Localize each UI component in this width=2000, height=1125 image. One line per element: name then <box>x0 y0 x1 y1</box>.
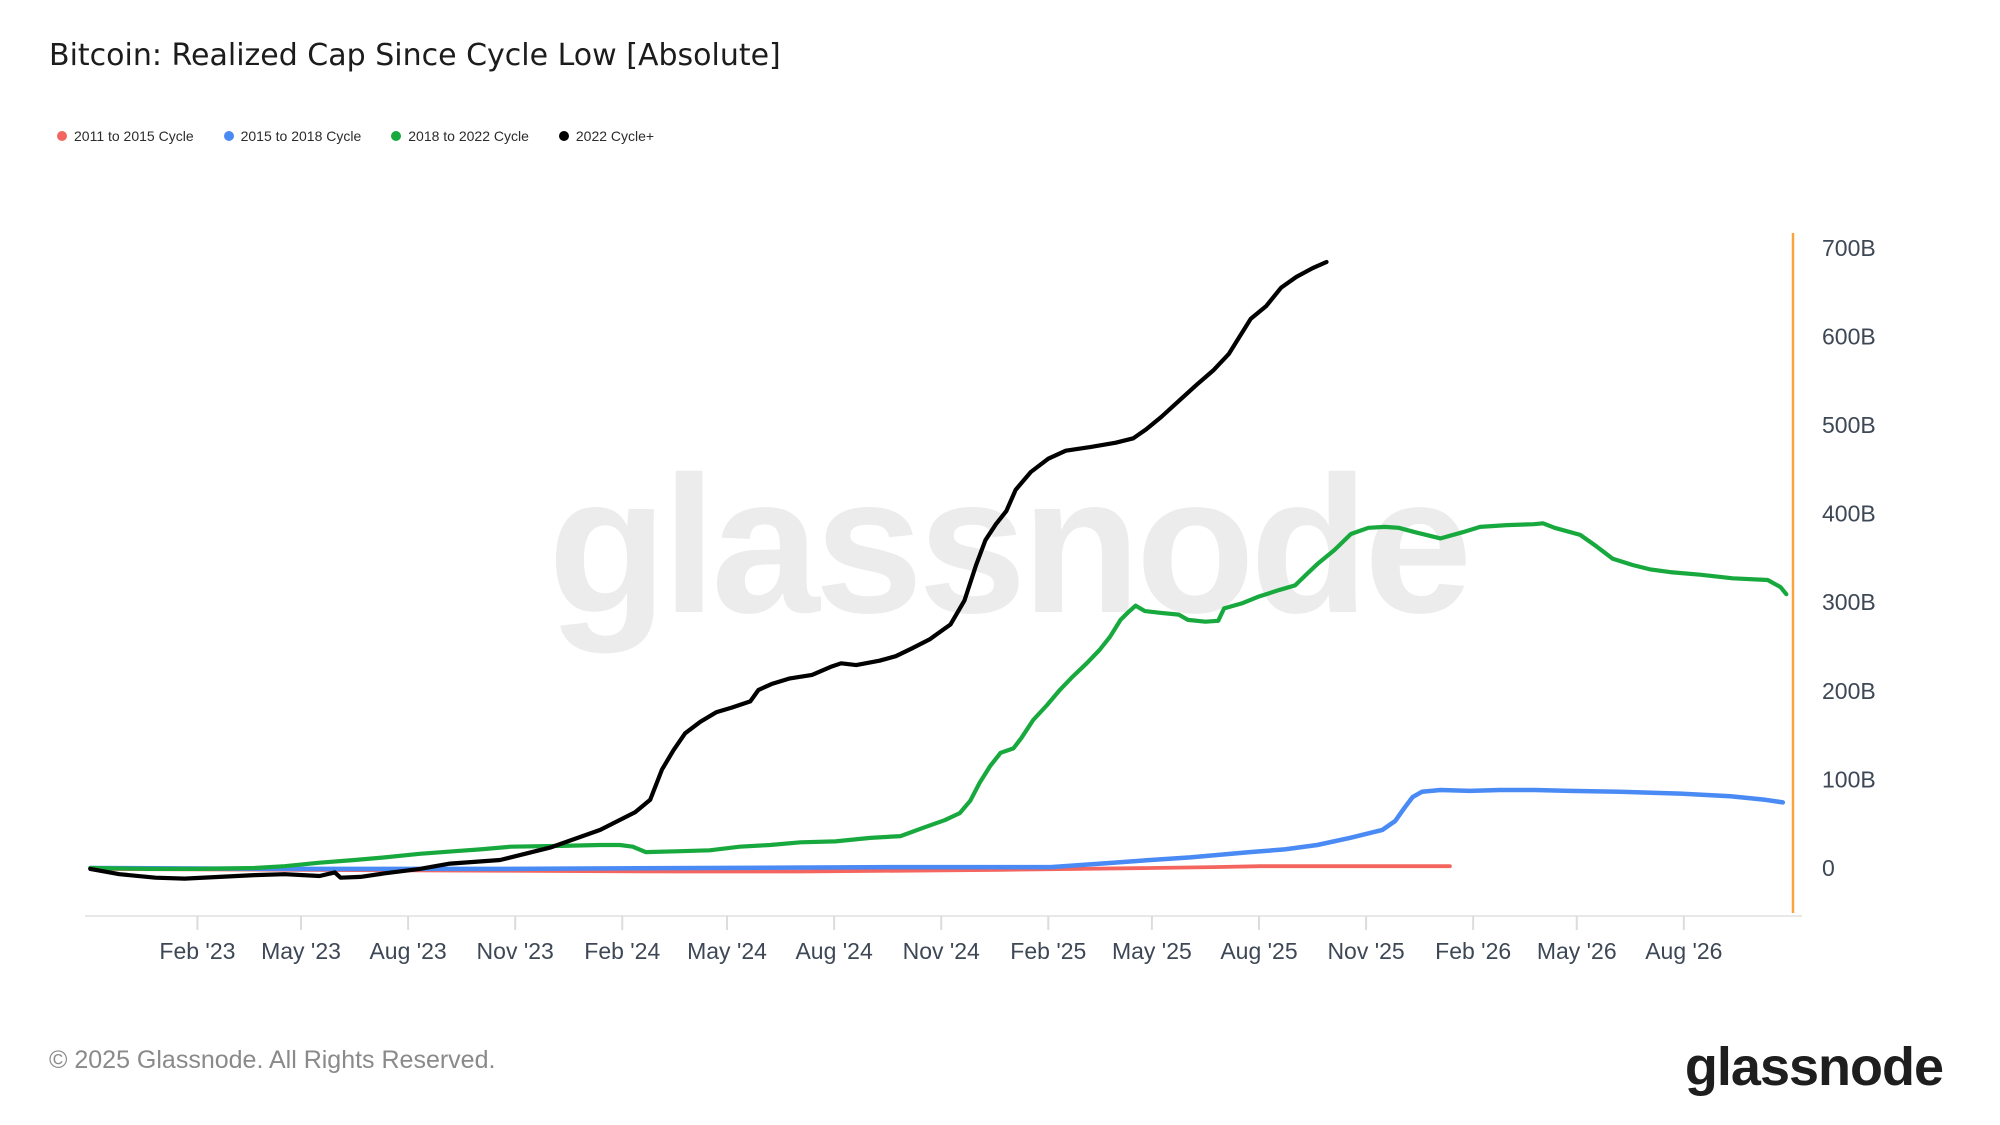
y-tick-label: 400B <box>1822 501 1876 527</box>
x-tick-label: Aug '24 <box>795 938 872 964</box>
x-tick-label: May '24 <box>687 938 767 964</box>
x-tick-label: Aug '26 <box>1645 938 1722 964</box>
legend-dot-icon <box>391 131 402 141</box>
page-title: Bitcoin: Realized Cap Since Cycle Low [A… <box>49 38 781 73</box>
glassnode-logo: glassnode <box>1684 1037 1944 1097</box>
x-tick-label: Nov '25 <box>1327 938 1404 964</box>
legend-item-label: 2022 Cycle+ <box>575 128 655 144</box>
x-tick-label: Feb '24 <box>584 938 660 964</box>
x-tick-label: Nov '23 <box>477 938 554 964</box>
x-tick-label: Feb '26 <box>1435 938 1511 964</box>
legend-item-label: 2015 to 2018 Cycle <box>240 128 362 144</box>
series-line-3 <box>88 259 1329 881</box>
legend-dot-icon <box>558 131 569 141</box>
y-tick-label: 0 <box>1822 855 1835 881</box>
y-tick-label: 200B <box>1822 678 1876 704</box>
x-tick-label: Nov '24 <box>903 938 980 964</box>
x-tick-label: May '25 <box>1112 938 1192 964</box>
y-tick-label: 600B <box>1822 323 1876 349</box>
legend-item-0[interactable]: 2011 to 2015 Cycle <box>57 128 194 144</box>
legend-dot-icon <box>223 131 234 141</box>
x-tick-label: May '23 <box>261 938 341 964</box>
series-line-2 <box>88 521 1789 872</box>
y-tick-label: 300B <box>1822 589 1876 615</box>
legend-dot-icon <box>57 131 67 141</box>
legend-item-1[interactable]: 2015 to 2018 Cycle <box>223 128 362 144</box>
series-line-1 <box>88 787 1786 872</box>
x-tick-label: May '26 <box>1537 938 1617 964</box>
x-tick-label: Aug '25 <box>1220 938 1297 964</box>
glassnode-watermark: glassnode <box>548 436 1472 654</box>
copyright-text: © 2025 Glassnode. All Rights Reserved. <box>49 1046 496 1074</box>
legend-item-label: 2011 to 2015 Cycle <box>74 128 194 144</box>
x-tick-label: Feb '25 <box>1010 938 1086 964</box>
chart-legend: 2011 to 2015 Cycle 2015 to 2018 Cycle 2018… <box>57 128 684 144</box>
x-tick-label: Feb '23 <box>159 938 235 964</box>
y-tick-label: 500B <box>1822 412 1876 438</box>
x-tick-label: Aug '23 <box>369 938 446 964</box>
y-tick-label: 100B <box>1822 766 1876 792</box>
y-tick-label: 700B <box>1822 235 1876 261</box>
legend-item-3[interactable]: 2022 Cycle+ <box>558 128 655 144</box>
legend-item-label: 2018 to 2022 Cycle <box>408 128 529 144</box>
legend-item-2[interactable]: 2018 to 2022 Cycle <box>391 128 529 144</box>
